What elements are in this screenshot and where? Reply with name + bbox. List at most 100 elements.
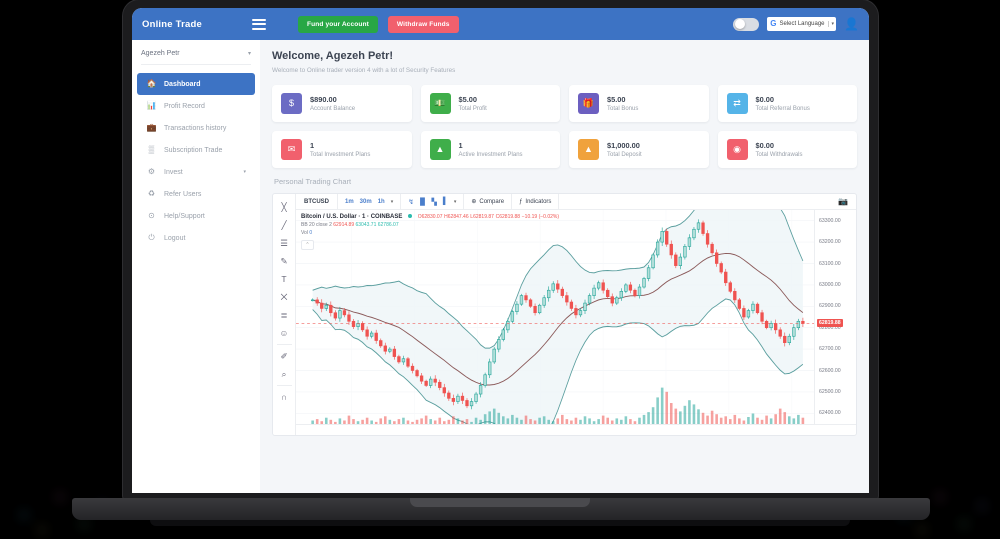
- legend-low: L62819.87: [470, 214, 494, 220]
- stat-card[interactable]: ▲ 1 Active Investment Plans: [420, 131, 560, 168]
- legend-change: −10.19 (−0.02%): [521, 214, 559, 220]
- trading-chart-panel: ╳ ╱ ☰ ✎ T ⨉ ≣ ☺ ✐ ⌕ ∩ BTCUSD 1m 30m 1h ▾ ↯: [272, 193, 857, 436]
- sidebar-icon-2: 💼: [146, 123, 157, 132]
- compare-button[interactable]: ⊕ Compare: [464, 194, 513, 209]
- zoom-icon[interactable]: ⌕: [281, 368, 287, 379]
- legend-open: O62830.07: [417, 214, 443, 220]
- stat-card[interactable]: 🎁 $5.00 Total Bonus: [569, 85, 709, 122]
- indicators-label: Indicators: [525, 198, 552, 205]
- sidebar-item-dashboard[interactable]: 🏠 Dashboard: [137, 73, 255, 95]
- chevron-down-icon: ▾: [247, 51, 251, 57]
- theme-toggle-switch[interactable]: [733, 17, 760, 31]
- brand-logo[interactable]: Online Trade: [142, 18, 202, 30]
- chart-drawing-toolbar: ╳ ╱ ☰ ✎ T ⨉ ≣ ☺ ✐ ⌕ ∩: [273, 194, 296, 435]
- stat-card-text: $890.00 Account Balance: [310, 95, 355, 112]
- chevron-down-icon[interactable]: ▾: [390, 198, 394, 205]
- sidebar-item-label: Help/Support: [164, 212, 205, 220]
- emoji-icon[interactable]: ☺: [279, 328, 289, 338]
- legend-exchange: COINBASE: [370, 214, 403, 220]
- stat-card[interactable]: ◉ $0.00 Total Withdrawals: [717, 131, 857, 168]
- chart-plot-area[interactable]: Bitcoin / U.S. Dollar · 1 · COINBASE O62…: [296, 210, 814, 424]
- camera-icon[interactable]: 📷: [838, 197, 848, 206]
- ruler-icon[interactable]: ✐: [280, 350, 288, 361]
- chevron-down-icon: ▾: [243, 169, 246, 175]
- chart-time-axis[interactable]: [296, 424, 856, 435]
- legend-close: C62819.88: [495, 214, 521, 220]
- chart-canvas: Bitcoin / U.S. Dollar · 1 · COINBASE O62…: [296, 210, 856, 424]
- sidebar-item-label: Dashboard: [164, 80, 201, 88]
- withdraw-funds-button[interactable]: Withdraw Funds: [387, 15, 459, 33]
- trendline-icon[interactable]: ╱: [281, 219, 287, 230]
- sidebar-icon-0: 🏠: [146, 79, 157, 88]
- chart-legend: Bitcoin / U.S. Dollar · 1 · COINBASE O62…: [301, 213, 559, 238]
- legend-collapse-button[interactable]: ⌃: [301, 240, 314, 250]
- sidebar-item-transactions-history[interactable]: 💼 Transactions history: [137, 117, 255, 139]
- sidebar-item-label: Transactions history: [164, 124, 227, 132]
- stat-card[interactable]: 💵 $5.00 Total Profit: [420, 85, 560, 122]
- indicator-middle: 62914.89: [333, 222, 355, 229]
- stat-card-label: Total Withdrawals: [755, 152, 803, 158]
- fund-account-button[interactable]: Fund your Account: [298, 15, 378, 33]
- function-icon: ƒ: [519, 198, 523, 205]
- timeframe-1m[interactable]: 1m: [345, 198, 354, 205]
- stat-card[interactable]: ⇄ $0.00 Total Referral Bonus: [717, 85, 857, 122]
- stat-card-text: $0.00 Total Withdrawals: [756, 141, 803, 158]
- horizontal-lines-icon[interactable]: ☰: [280, 237, 288, 248]
- stat-card-value: $1,000.00: [607, 141, 640, 150]
- sidebar-icon-1: 📊: [146, 101, 157, 110]
- stat-card-text: $0.00 Total Referral Bonus: [756, 95, 810, 112]
- text-icon[interactable]: T: [281, 274, 287, 284]
- stat-card-value: $0.00: [755, 95, 775, 104]
- stat-cards-row-2: ✉ 1 Total Investment Plans ▲ 1 Active Investm…: [272, 131, 857, 168]
- sidebar-item-label: Refer Users: [164, 190, 202, 198]
- price-axis[interactable]: 63300.00 63200.00 63100.00 63000.00 62900.00…: [814, 210, 856, 424]
- hamburger-icon[interactable]: [252, 18, 266, 30]
- toolbar-divider: [276, 385, 292, 386]
- stat-card-label: Total Profit: [458, 106, 487, 112]
- brush-icon[interactable]: ✎: [280, 255, 288, 266]
- language-select[interactable]: G Select Language ▾: [767, 17, 837, 31]
- magnet-icon[interactable]: ∩: [280, 392, 288, 402]
- sidebar-item-logout[interactable]: ⏻ Logout: [137, 227, 255, 249]
- sidebar-item-profit-record[interactable]: 📊 Profit Record: [137, 95, 255, 117]
- candlestick-icon[interactable]: ↯: [408, 198, 415, 206]
- timeframe-1h[interactable]: 1h: [377, 198, 385, 205]
- stat-card[interactable]: $ $890.00 Account Balance: [272, 85, 412, 122]
- price-tick: 62400.00: [819, 410, 841, 417]
- language-select-label: Select Language: [779, 21, 825, 27]
- bar-style-icon[interactable]: ▉: [420, 198, 426, 206]
- legend-title-row: Bitcoin / U.S. Dollar · 1 · COINBASE O62…: [301, 213, 559, 222]
- fib-measure-icon[interactable]: ⨉: [280, 291, 288, 302]
- chevron-down-icon: ▾: [827, 21, 834, 27]
- stat-card-label: Account Balance: [310, 106, 356, 112]
- page-title: Welcome, Agezeh Petr!: [272, 50, 394, 62]
- price-tick: 63200.00: [819, 239, 841, 246]
- indicators-button[interactable]: ƒ Indicators: [512, 194, 560, 209]
- timeframe-30m[interactable]: 30m: [359, 198, 372, 205]
- chart-type-icon[interactable]: ▚: [431, 198, 437, 206]
- sidebar-user-select[interactable]: Agezeh Petr ▾: [141, 50, 251, 65]
- stat-card-icon: 🎁: [578, 93, 599, 114]
- sidebar-item-help-support[interactable]: ⊙ Help/Support: [137, 205, 255, 227]
- symbol-button[interactable]: BTCUSD: [296, 194, 338, 209]
- legend-volume-row: Vol 0: [301, 230, 559, 238]
- laptop-notch: [410, 498, 590, 507]
- sidebar: Agezeh Petr ▾ 🏠 Dashboard 📊 Profit Record 💼 T…: [132, 40, 260, 493]
- stat-card[interactable]: ▲ $1,000.00 Total Deposit: [569, 131, 709, 168]
- sidebar-item-refer-users[interactable]: ♻ Refer Users: [137, 183, 255, 205]
- stat-card-icon: $: [281, 93, 302, 114]
- avatar[interactable]: 👤: [844, 17, 859, 31]
- stat-card[interactable]: ✉ 1 Total Investment Plans: [272, 131, 412, 168]
- compare-label: Compare: [479, 198, 505, 205]
- sidebar-item-invest[interactable]: ⚙ Invest ▾: [137, 161, 255, 183]
- patterns-icon[interactable]: ≣: [280, 309, 288, 320]
- indicator-icon[interactable]: ▌: [442, 198, 448, 205]
- stat-card-text: $5.00 Total Profit: [459, 95, 487, 112]
- volume-value: 0: [309, 230, 313, 237]
- sidebar-user-name: Agezeh Petr: [141, 50, 180, 57]
- crosshair-icon[interactable]: ╳: [281, 201, 287, 212]
- sidebar-item-subscription-trade[interactable]: ▒ Subscription Trade: [137, 139, 255, 161]
- stat-card-icon: 💵: [429, 93, 451, 114]
- chevron-down-icon[interactable]: ▾: [453, 198, 457, 205]
